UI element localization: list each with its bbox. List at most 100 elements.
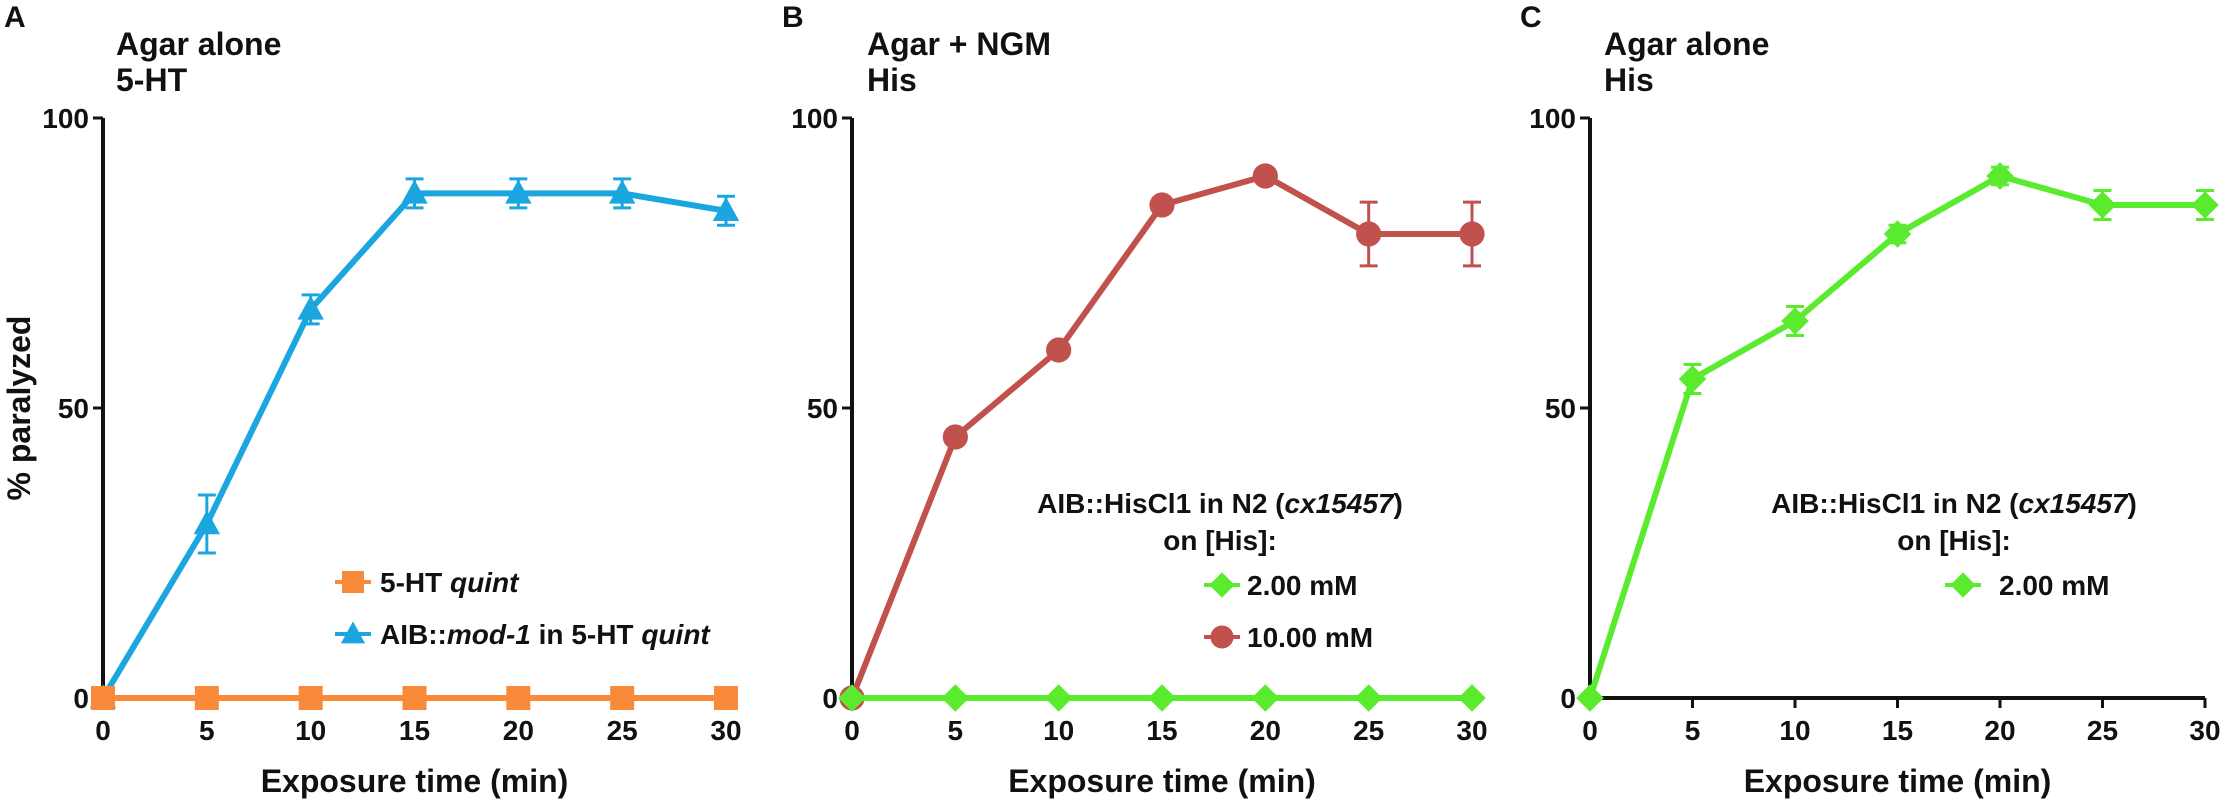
- chart-title-line: 5-HT: [116, 62, 188, 98]
- data-point: [1678, 365, 1707, 393]
- panel-letter: C: [1520, 1, 1542, 34]
- legend-entry: 2.00 mM: [1204, 570, 1358, 601]
- data-point: [610, 686, 635, 710]
- data-point: [1046, 337, 1072, 363]
- data-point: [838, 684, 866, 712]
- data-point: [194, 686, 219, 710]
- data-point: [2088, 191, 2117, 219]
- legend-title: AIB::HisCl1 in N2 (cx15457): [1771, 488, 2137, 519]
- data-point: [1044, 684, 1073, 712]
- x-tick-label: 20: [503, 715, 534, 746]
- x-axis-label: Exposure time (min): [261, 763, 569, 799]
- y-tick-label: 100: [42, 103, 89, 134]
- data-point: [1356, 221, 1382, 247]
- legend-marker: [1950, 572, 1976, 598]
- legend-label: 10.00 mM: [1247, 622, 1373, 653]
- data-point: [712, 197, 740, 221]
- data-point: [297, 295, 324, 320]
- legend-entry: AIB::mod-1 in 5-HT quint: [335, 619, 711, 650]
- data-point: [505, 179, 532, 204]
- x-tick-label: 25: [607, 715, 638, 746]
- legend-marker: [340, 621, 366, 644]
- data-point: [1458, 684, 1486, 712]
- data-point: [1354, 684, 1383, 712]
- legend-title: on [His]:: [1897, 525, 2011, 556]
- data-point: [298, 686, 323, 710]
- series-line: [1587, 173, 2205, 699]
- x-axis-label: Exposure time (min): [1744, 763, 2052, 799]
- y-tick-label: 100: [1529, 103, 1576, 134]
- data-point: [714, 686, 738, 710]
- y-tick-label: 100: [791, 103, 838, 134]
- data-point: [1576, 684, 1604, 712]
- data-point: [1148, 684, 1176, 712]
- legend: AIB::HisCl1 in N2 (cx15457)on [His]:2.00…: [1771, 488, 2137, 601]
- data-point: [402, 686, 427, 710]
- data-point: [91, 686, 115, 710]
- chart-title-line: Agar alone: [116, 26, 281, 62]
- x-tick-label: 15: [399, 715, 430, 746]
- legend-label: 2.00 mM: [1247, 570, 1358, 601]
- chart-title-line: Agar alone: [1604, 26, 1769, 62]
- data-point: [1251, 684, 1280, 712]
- data-point: [1149, 192, 1175, 218]
- x-tick-label: 25: [2087, 715, 2118, 746]
- data-point: [401, 179, 428, 204]
- legend-title: on [His]:: [1163, 525, 1277, 556]
- legend-entry: 10.00 mM: [1204, 622, 1373, 653]
- legend-entry: 5-HT quint: [335, 567, 520, 598]
- x-tick-label: 0: [95, 715, 111, 746]
- y-tick-label: 0: [73, 683, 89, 714]
- series: [838, 684, 1486, 712]
- y-tick-label: 50: [1545, 393, 1576, 424]
- legend-label: 5-HT quint: [380, 567, 520, 598]
- legend-title: AIB::HisCl1 in N2 (cx15457): [1037, 488, 1403, 519]
- x-tick-label: 10: [1043, 715, 1074, 746]
- x-tick-label: 15: [1882, 715, 1913, 746]
- series: [839, 163, 1485, 711]
- x-tick-label: 15: [1146, 715, 1177, 746]
- x-axis-label: Exposure time (min): [1008, 763, 1316, 799]
- y-axis-label: % paralyzed: [1, 316, 37, 501]
- x-tick-label: 20: [1984, 715, 2015, 746]
- x-tick-label: 30: [710, 715, 741, 746]
- data-point: [1883, 220, 1912, 248]
- data-point: [2191, 191, 2219, 219]
- legend-marker: [1210, 625, 1234, 649]
- x-tick-label: 25: [1353, 715, 1384, 746]
- x-tick-label: 30: [2189, 715, 2220, 746]
- x-tick-label: 10: [295, 715, 326, 746]
- y-tick-label: 0: [1560, 683, 1576, 714]
- panel-letter: A: [4, 1, 26, 34]
- legend-marker: [1209, 572, 1235, 598]
- x-tick-label: 0: [1582, 715, 1598, 746]
- chart-title-line: His: [867, 62, 917, 98]
- data-point: [942, 424, 968, 450]
- data-point: [1252, 163, 1278, 189]
- x-tick-label: 10: [1779, 715, 1810, 746]
- panel-letter: B: [782, 1, 804, 34]
- legend-marker: [342, 571, 364, 593]
- x-tick-label: 20: [1250, 715, 1281, 746]
- legend-label: 2.00 mM: [1999, 570, 2110, 601]
- chart-title-line: His: [1604, 62, 1654, 98]
- data-point: [1781, 307, 1809, 335]
- data-point: [193, 510, 221, 535]
- legend: AIB::HisCl1 in N2 (cx15457)on [His]:2.00…: [1037, 488, 1403, 653]
- legend-entry: 2.00 mM: [1945, 570, 2110, 601]
- data-point: [1459, 221, 1485, 247]
- x-tick-label: 5: [199, 715, 215, 746]
- y-tick-label: 50: [807, 393, 838, 424]
- data-point: [1986, 162, 2014, 190]
- chart-title-line: Agar + NGM: [867, 26, 1051, 62]
- x-tick-label: 5: [1685, 715, 1701, 746]
- x-tick-label: 0: [844, 715, 860, 746]
- series: [91, 686, 738, 710]
- series: [1576, 162, 2219, 712]
- y-tick-label: 0: [822, 683, 838, 714]
